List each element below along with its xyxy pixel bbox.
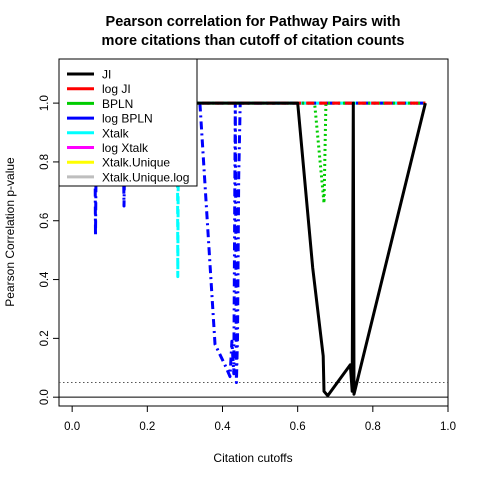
legend-label: log JI: [102, 82, 131, 96]
legend-label: BPLN: [102, 97, 133, 111]
x-tick-label: 0.6: [290, 421, 306, 433]
y-axis: 0.0 0.2 0.4 0.6 0.8 1.0: [39, 95, 59, 405]
legend-label: Xtalk.Unique.log: [102, 170, 189, 184]
plot-frame: [58, 58, 449, 407]
y-tick-label: 0.6: [39, 213, 51, 229]
series-line: [72, 101, 427, 398]
y-tick-label: 0.0: [39, 389, 51, 405]
y-tick-label: 0.4: [39, 271, 51, 288]
legend-label: Xtalk: [102, 126, 130, 140]
x-tick-label: 0.0: [64, 421, 80, 433]
y-tick-label: 0.8: [39, 154, 51, 170]
y-axis-label: Pearson Correlation p-value: [3, 157, 17, 307]
y-tick-label: 1.0: [39, 95, 51, 111]
legend-box: [58, 58, 198, 187]
legend-label: Xtalk.Unique: [102, 156, 170, 170]
legend-label: log BPLN: [102, 112, 153, 126]
reference-lines: [59, 381, 448, 398]
x-tick-label: 1.0: [440, 421, 456, 433]
x-axis-label: Citation cutoffs: [213, 451, 292, 465]
chart-title-line-1: Pearson correlation for Pathway Pairs wi…: [106, 14, 401, 30]
chart-title-line-2: more citations than cutoff of citation c…: [102, 33, 405, 49]
x-tick-label: 0.8: [365, 421, 381, 433]
x-tick-label: 0.4: [214, 421, 231, 433]
legend-label: JI: [102, 68, 111, 82]
legend-label: log Xtalk: [102, 141, 149, 155]
x-tick-label: 0.2: [139, 421, 155, 433]
x-axis: 0.0 0.2 0.4 0.6 0.8 1.0: [64, 406, 456, 433]
y-tick-label: 0.2: [39, 330, 51, 346]
